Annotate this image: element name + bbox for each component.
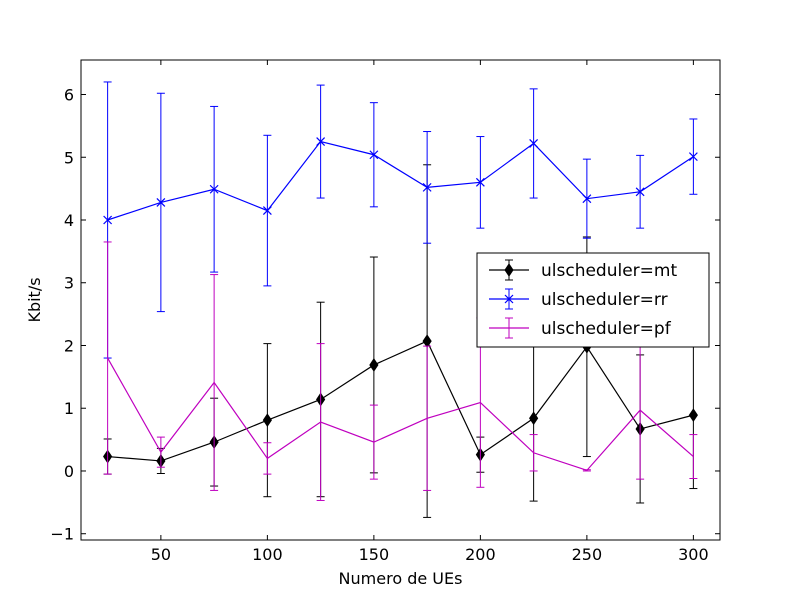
y-axis-label: Kbit/s [25,277,44,322]
legend-marker [504,263,514,277]
y-tick-label: 1 [64,399,74,418]
legend-box [476,252,710,348]
data-point [635,187,645,197]
marker-stroke [688,152,698,162]
marker-stroke [635,187,645,197]
marker-stroke [582,194,592,204]
x-tick-label: 150 [359,545,390,564]
x-tick-label: 300 [678,545,709,564]
marker-stroke [262,206,272,216]
data-point [688,152,698,162]
data-point [369,358,379,372]
x-tick-label: 100 [252,545,283,564]
legend-label: ulscheduler=pf [541,319,672,339]
data-point [582,194,592,204]
y-tick-label: 0 [64,462,74,481]
data-point [209,184,219,194]
marker-stroke [475,177,485,187]
data-point [529,139,539,148]
data-point [529,411,539,426]
plot-area [103,81,698,518]
data-point [103,215,113,225]
legend-item: ulscheduler=pf [489,317,672,339]
x-tick-label: 50 [151,545,171,564]
data-point [369,150,379,160]
series-line [107,357,694,472]
marker-stroke [156,198,166,207]
marker-stroke [103,215,113,225]
x-tick-label: 200 [465,545,496,564]
legend-item: ulscheduler=rr [489,288,668,310]
marker-stroke [209,184,219,194]
series-1 [103,81,698,359]
series-line [107,340,694,462]
marker-stroke [529,139,539,148]
legend-label: ulscheduler=rr [541,290,668,310]
data-point [688,408,698,423]
y-tick-label: 5 [64,148,74,167]
y-tick-label: −1 [50,525,74,544]
legend-item: ulscheduler=mt [489,259,677,281]
y-tick-label: 6 [64,86,74,105]
series-2 [103,241,698,501]
series-line [107,140,694,221]
legend-marker [504,294,514,304]
data-point [316,137,326,146]
x-tick-label: 250 [572,545,603,564]
y-tick-label: 2 [64,336,74,355]
legend-label: ulscheduler=mt [541,261,677,281]
legend: ulscheduler=mt ulscheduler=rr ulscheduler=… [476,252,710,348]
y-tick-label: 4 [64,211,74,230]
marker-stroke [369,150,379,160]
x-axis-label: Numero de UEs [339,569,463,588]
plot-frame [80,59,721,541]
data-point [422,182,432,192]
marker-stroke [504,294,514,304]
marker-stroke [316,137,326,146]
data-point [262,206,272,216]
data-point [475,177,485,187]
data-point [156,198,166,207]
y-tick-label: 3 [64,274,74,293]
data-point [262,413,272,428]
marker-stroke [422,182,432,192]
axis-ticks: 50 100 150 200 250 300 −1 0 1 2 3 4 5 6 [50,60,720,564]
